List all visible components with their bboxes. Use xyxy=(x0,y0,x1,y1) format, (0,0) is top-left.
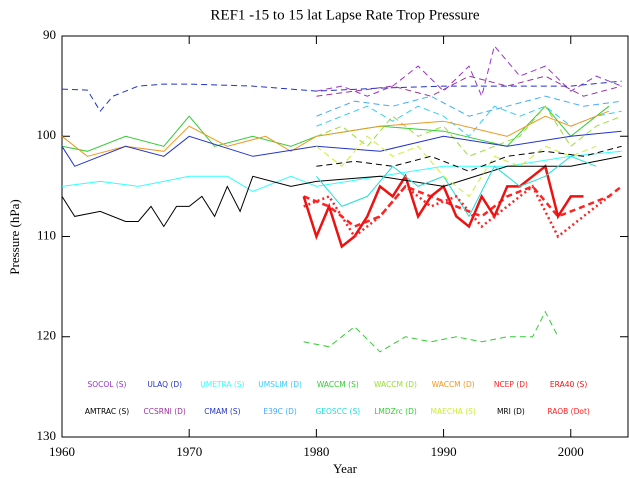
series-line xyxy=(316,95,622,117)
y-tick-label: 90 xyxy=(43,27,56,42)
legend-label: WACCM (S) xyxy=(317,380,359,389)
series-line xyxy=(316,135,597,198)
plot-frame xyxy=(61,35,629,438)
x-tick-label: 2000 xyxy=(558,444,584,459)
series-line xyxy=(61,105,610,152)
legend-label: UMETRA (S) xyxy=(200,380,244,389)
legend-label: LMDZrc (D) xyxy=(374,407,417,416)
y-axis-label: Pressure (hPa) xyxy=(7,199,22,274)
series-line xyxy=(316,145,622,172)
legend-label: MAECHA (S) xyxy=(431,407,476,416)
y-tick-label: 130 xyxy=(37,428,57,443)
series-line xyxy=(316,105,622,157)
legend-label: WACCM (D) xyxy=(374,380,417,389)
x-axis-label: Year xyxy=(333,461,358,476)
legend-label: CMAM (S) xyxy=(204,407,240,416)
chart-title: REF1 -15 to 15 lat Lapse Rate Trop Press… xyxy=(210,7,479,23)
legend-label: RAOB (Dot) xyxy=(547,407,590,416)
y-tick-label: 120 xyxy=(37,328,57,343)
series-line xyxy=(303,310,559,353)
legend-label: WACCM (D) xyxy=(432,380,475,389)
series-line xyxy=(61,130,622,167)
series-line xyxy=(316,75,622,97)
legend-label: GEOSCC (S) xyxy=(315,407,360,416)
series-line xyxy=(61,155,622,228)
legend-label: MRI (D) xyxy=(497,407,525,416)
series-line xyxy=(61,110,610,157)
legend-label: AMTRAC (S) xyxy=(85,407,129,416)
legend-label: E39C (D) xyxy=(263,407,297,416)
series-line xyxy=(316,105,622,137)
legend-label: ERA40 (S) xyxy=(550,380,587,389)
x-tick-label: 1980 xyxy=(303,444,329,459)
legend-label: SOCOL (S) xyxy=(88,380,127,389)
legend-label: NCEP (D) xyxy=(494,380,528,389)
legend-label: ULAQ (D) xyxy=(147,380,182,389)
x-tick-label: 1960 xyxy=(49,444,75,459)
legend-label: UMSLIM (D) xyxy=(258,380,302,389)
legend-label: CCSRNI (D) xyxy=(144,407,186,416)
x-tick-label: 1970 xyxy=(176,444,202,459)
series-line xyxy=(61,80,622,113)
series-line xyxy=(61,150,622,192)
series-line xyxy=(303,184,610,239)
y-tick-label: 110 xyxy=(37,227,56,242)
x-tick-label: 1990 xyxy=(431,444,457,459)
y-tick-label: 100 xyxy=(37,127,57,142)
